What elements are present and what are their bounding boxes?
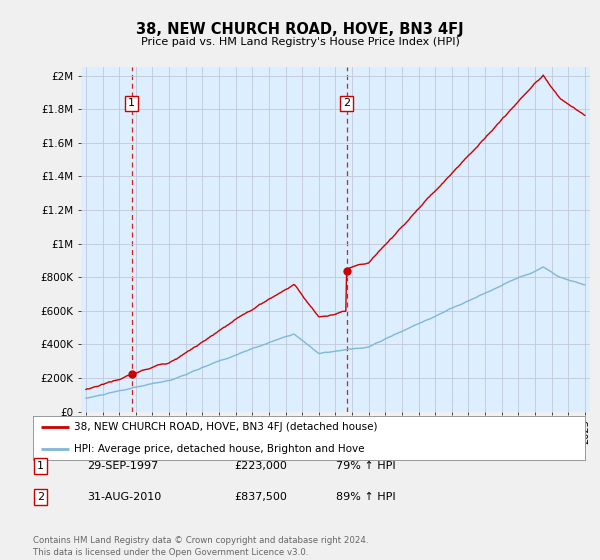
Text: Contains HM Land Registry data © Crown copyright and database right 2024.
This d: Contains HM Land Registry data © Crown c…	[33, 536, 368, 557]
Text: 89% ↑ HPI: 89% ↑ HPI	[336, 492, 395, 502]
Text: 2: 2	[343, 99, 350, 109]
Text: 31-AUG-2010: 31-AUG-2010	[87, 492, 161, 502]
Text: 1: 1	[128, 99, 135, 109]
Text: £223,000: £223,000	[234, 461, 287, 471]
Text: £837,500: £837,500	[234, 492, 287, 502]
Text: 2: 2	[37, 492, 44, 502]
Text: Price paid vs. HM Land Registry's House Price Index (HPI): Price paid vs. HM Land Registry's House …	[140, 37, 460, 47]
Text: HPI: Average price, detached house, Brighton and Hove: HPI: Average price, detached house, Brig…	[74, 444, 365, 454]
Text: 29-SEP-1997: 29-SEP-1997	[87, 461, 158, 471]
Text: 38, NEW CHURCH ROAD, HOVE, BN3 4FJ (detached house): 38, NEW CHURCH ROAD, HOVE, BN3 4FJ (deta…	[74, 422, 378, 432]
Text: 1: 1	[37, 461, 44, 471]
Text: 79% ↑ HPI: 79% ↑ HPI	[336, 461, 395, 471]
Text: 38, NEW CHURCH ROAD, HOVE, BN3 4FJ: 38, NEW CHURCH ROAD, HOVE, BN3 4FJ	[136, 22, 464, 38]
